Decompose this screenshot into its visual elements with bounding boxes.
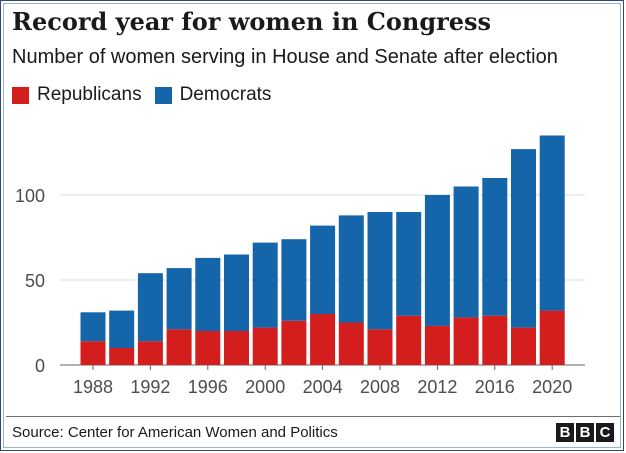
x-tick-label: 1992 (130, 377, 170, 397)
bar-democrats-2000 (252, 242, 278, 328)
legend-swatch-democrats (154, 86, 172, 104)
bar-democrats-1990 (109, 310, 135, 348)
bar-democrats-1994 (166, 268, 192, 330)
bar-republicans-2014 (453, 317, 479, 365)
footer-divider (6, 416, 620, 417)
bar-republicans-2012 (424, 325, 450, 365)
bar-republicans-2016 (482, 315, 508, 365)
bar-democrats-2020 (539, 135, 565, 311)
y-tick-label: 100 (15, 186, 45, 206)
bar-republicans-1988 (80, 341, 106, 365)
x-tick-label: 2012 (417, 377, 457, 397)
bar-republicans-2010 (396, 315, 422, 365)
bar-republicans-1990 (109, 348, 135, 365)
y-tick-label: 0 (35, 356, 45, 376)
bbc-logo-letter-3: C (596, 423, 614, 442)
source-note: Source: Center for American Women and Po… (12, 424, 338, 441)
bbc-logo-letter-1: B (556, 423, 574, 442)
chart-subtitle: Number of women serving in House and Sen… (12, 46, 558, 68)
legend-label-republicans: Republicans (37, 84, 142, 105)
bar-democrats-1998 (224, 254, 249, 331)
x-tick-label: 2004 (303, 377, 343, 397)
x-tick-label: 1988 (73, 377, 113, 397)
x-tick-label: 2000 (245, 377, 285, 397)
x-tick-label: 2020 (532, 377, 572, 397)
bar-republicans-1996 (195, 331, 221, 365)
x-tick-label: 1996 (188, 377, 228, 397)
legend-swatch-republicans (12, 86, 29, 104)
bar-republicans-2020 (539, 310, 565, 365)
bar-republicans-1992 (137, 341, 163, 365)
chart-frame-inner (3, 3, 621, 448)
bar-democrats-1996 (195, 257, 221, 331)
bar-democrats-2016 (482, 178, 508, 316)
bbc-logo: B B C (554, 423, 614, 442)
bar-republicans-1994 (166, 329, 192, 365)
bar-republicans-2008 (367, 329, 393, 365)
bar-democrats-2014 (453, 186, 479, 318)
x-tick-label: 2008 (360, 377, 400, 397)
bar-democrats-1988 (80, 312, 106, 342)
bar-democrats-2006 (338, 215, 364, 323)
legend: Republicans Democrats (12, 84, 284, 106)
chart-title: Record year for women in Congress (12, 7, 492, 36)
legend-item-democrats: Democrats (154, 84, 272, 106)
legend-label-democrats: Democrats (179, 84, 272, 105)
bar-republicans-2018 (511, 327, 536, 365)
bar-democrats-1992 (137, 273, 163, 342)
bbc-logo-letter-2: B (576, 423, 594, 442)
bar-republicans-2004 (310, 314, 336, 365)
bar-democrats-2018 (511, 149, 536, 328)
bar-republicans-2000 (252, 327, 278, 365)
y-tick-label: 50 (25, 271, 45, 291)
bar-democrats-2008 (367, 212, 393, 330)
bar-republicans-1998 (224, 331, 249, 365)
x-tick-label: 2016 (475, 377, 515, 397)
bar-republicans-2002 (281, 320, 307, 365)
bar-republicans-2006 (338, 322, 364, 365)
bar-democrats-2002 (281, 239, 307, 321)
bar-democrats-2012 (424, 195, 450, 326)
legend-item-republicans: Republicans (12, 84, 142, 106)
bar-democrats-2010 (396, 212, 422, 316)
bar-democrats-2004 (310, 225, 336, 314)
